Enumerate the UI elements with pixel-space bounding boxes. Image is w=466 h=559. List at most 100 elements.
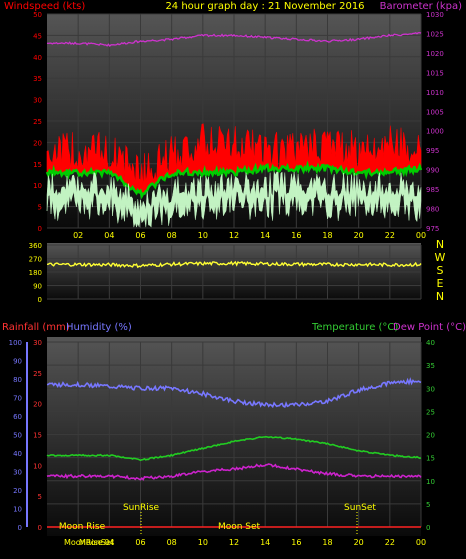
- humidity-y-tick-label: 10: [13, 506, 22, 514]
- humidity-y-tick-label: 60: [13, 413, 22, 421]
- moonrise-bottom-label: MoonRise: [64, 538, 103, 547]
- temperature-x-tick-label: 12: [229, 538, 239, 547]
- humidity-y-tick-label: 40: [13, 450, 22, 458]
- barometer-y-tick-label: 1030: [426, 11, 444, 19]
- wind-x-tick-label: 22: [385, 231, 395, 240]
- wind-x-tick-label: 06: [135, 231, 145, 240]
- humidity-y-tick-label: 30: [13, 469, 22, 477]
- direction-y-tick-label: 0: [38, 296, 42, 304]
- sunset-label: SunSet: [344, 503, 376, 513]
- barometer-series: [46, 31, 422, 47]
- barometer-y-tick-label: 980: [426, 206, 439, 214]
- rainfall-y-tick-label: 20: [33, 401, 42, 409]
- wind-x-tick-label: 12: [229, 231, 239, 240]
- humidity-axis-title: Humidity (%): [66, 322, 132, 333]
- wind-y-tick-label: 15: [33, 161, 42, 169]
- temperature-x-tick-label: 22: [385, 538, 395, 547]
- rainfall-y-tick-label: 15: [33, 432, 42, 440]
- temperature-y-tick-label: 30: [426, 385, 435, 393]
- temperature-x-tick-label: 10: [198, 538, 208, 547]
- barometer-y-tick-label: 1000: [426, 128, 444, 136]
- wind-y-tick-label: 45: [33, 32, 42, 40]
- temperature-y-tick-label: 15: [426, 455, 435, 463]
- compass-label: E: [437, 277, 444, 290]
- barometer-y-tick-label: 1010: [426, 89, 444, 97]
- dewpoint-axis-title: Dew Point (°C): [393, 322, 466, 333]
- temperature-y-tick-label: 25: [426, 408, 435, 416]
- temperature-y-tick-label: 10: [426, 478, 435, 486]
- barometer-y-tick-label: 1025: [426, 30, 444, 38]
- wind-x-tick-label: 18: [322, 231, 332, 240]
- wind-x-tick-label: 00: [416, 231, 426, 240]
- wind-speed-series: [46, 171, 422, 228]
- temperature-x-tick-label: 14: [260, 538, 270, 547]
- temperature-x-tick-label: 16: [291, 538, 301, 547]
- sunrise-label: SunRise: [123, 503, 160, 513]
- barometer-y-tick-label: 1020: [426, 50, 444, 58]
- wind-y-tick-label: 0: [38, 225, 42, 233]
- compass-label: W: [435, 251, 446, 264]
- wind-y-tick-label: 20: [33, 139, 42, 147]
- humidity-y-tick-label: 0: [18, 524, 22, 532]
- humidity-y-tick-label: 70: [13, 395, 22, 403]
- temperature-y-tick-label: 20: [426, 432, 435, 440]
- barometer-y-tick-label: 990: [426, 167, 439, 175]
- rainfall-axis-title: Rainfall (mm): [2, 322, 70, 333]
- humidity-y-tick-label: 50: [13, 432, 22, 440]
- wind-x-tick-label: 02: [73, 231, 83, 240]
- dewpoint-series: [46, 463, 422, 481]
- wind-x-tick-label: 16: [291, 231, 301, 240]
- humidity-y-tick-label: 80: [13, 376, 22, 384]
- wind-x-tick-label: 04: [104, 231, 114, 240]
- temperature-series-group: [46, 377, 422, 528]
- direction-series-group: [46, 260, 422, 269]
- wind-series-group: [45, 31, 423, 228]
- temperature-x-tick-label: 18: [322, 538, 332, 547]
- wind-y-tick-label: 25: [33, 118, 42, 126]
- wind-y-tick-label: 40: [33, 54, 42, 62]
- direction-y-tick-label: 360: [29, 242, 42, 250]
- axes-labels: 0510152025303540455097598098599099510001…: [9, 11, 446, 547]
- windspeed-axis-title: Windspeed (kts): [4, 1, 85, 12]
- barometer-y-tick-label: 985: [426, 186, 439, 194]
- moonrise-label: Moon Rise: [59, 522, 106, 532]
- humidity-y-tick-label: 90: [13, 358, 22, 366]
- barometer-y-tick-label: 1005: [426, 108, 444, 116]
- direction-y-tick-label: 270: [29, 256, 42, 264]
- barometer-axis-title: Barometer (kpa): [380, 1, 462, 12]
- temperature-y-tick-label: 40: [426, 339, 435, 347]
- temperature-axis-title: Temperature (°C): [311, 322, 398, 333]
- rainfall-y-tick-label: 5: [38, 493, 42, 501]
- temperature-x-tick-label: 04: [104, 538, 114, 547]
- temperature-series: [46, 435, 422, 462]
- wind-y-tick-label: 50: [33, 11, 42, 19]
- barometer-y-tick-label: 995: [426, 147, 439, 155]
- direction-y-tick-label: 90: [33, 283, 42, 291]
- direction-grid: [47, 244, 422, 300]
- compass-label: N: [436, 290, 444, 303]
- rainfall-y-tick-label: 10: [33, 462, 42, 470]
- temperature-y-tick-label: 35: [426, 362, 435, 370]
- direction-y-tick-label: 180: [29, 269, 42, 277]
- wind-x-tick-label: 10: [198, 231, 208, 240]
- temperature-y-tick-label: 0: [426, 524, 430, 532]
- rainfall-y-tick-label: 25: [33, 370, 42, 378]
- temperature-x-tick-label: 00: [416, 538, 426, 547]
- temperature-x-tick-label: 20: [354, 538, 364, 547]
- barometer-y-tick-label: 975: [426, 225, 439, 233]
- wind-x-tick-label: 14: [260, 231, 270, 240]
- wind-x-tick-label: 08: [167, 231, 177, 240]
- moonset-bottom-label: MoonSet: [79, 538, 114, 547]
- wind-y-tick-label: 5: [38, 204, 42, 212]
- humidity-series: [46, 377, 422, 409]
- wind-average-series: [45, 160, 423, 200]
- wind-y-tick-label: 35: [33, 75, 42, 83]
- wind-direction-series: [46, 260, 422, 269]
- rainfall-y-tick-label: 0: [38, 524, 42, 532]
- graph-title: 24 hour graph day : 21 November 2016: [165, 1, 364, 12]
- temperature-x-tick-label: 08: [167, 538, 177, 547]
- humidity-y-tick-label: 20: [13, 487, 22, 495]
- wind-y-tick-label: 10: [33, 182, 42, 190]
